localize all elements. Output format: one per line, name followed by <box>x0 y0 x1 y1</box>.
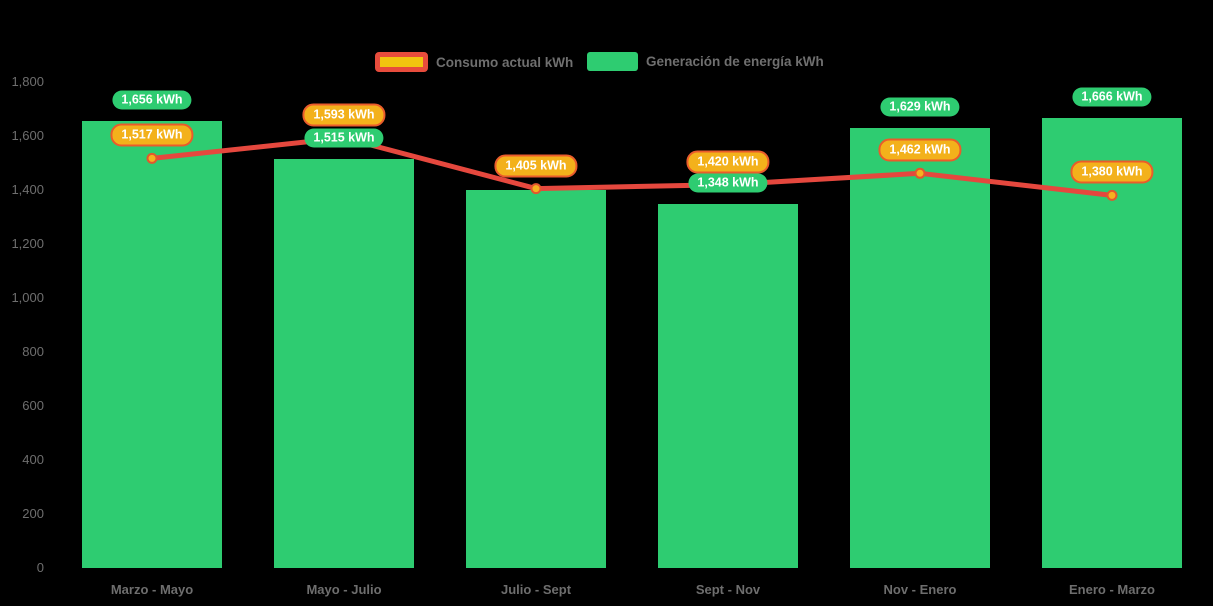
generation-bar[interactable] <box>82 120 222 568</box>
legend-item-generacion-energia[interactable]: Generación de energía kWh <box>587 52 824 71</box>
generation-value-pill: 1,515 kWh <box>304 128 384 148</box>
x-axis-category-label: Marzo - Mayo <box>110 582 194 597</box>
legend-label-generacion: Generación de energía kWh <box>646 54 824 69</box>
y-axis-tick-label: 1,800 <box>11 74 44 89</box>
consumo-legend-swatch-icon <box>375 52 428 72</box>
consumption-point-marker[interactable] <box>146 152 158 164</box>
consumption-value-pill: 1,380 kWh <box>1070 160 1154 184</box>
y-axis-tick-label: 200 <box>22 506 44 521</box>
generation-bar[interactable] <box>658 204 798 568</box>
generation-value-pill: 1,666 kWh <box>1072 87 1152 107</box>
consumption-value-pill: 1,517 kWh <box>110 123 194 147</box>
y-axis-tick-label: 400 <box>22 452 44 467</box>
consumption-point-marker[interactable] <box>1106 189 1118 201</box>
y-axis-tick-label: 800 <box>22 344 44 359</box>
generation-value-pill: 1,348 kWh <box>688 173 768 193</box>
y-axis-tick-label: 600 <box>22 398 44 413</box>
y-axis-tick-label: 0 <box>36 560 44 575</box>
generation-bar[interactable] <box>1042 118 1182 568</box>
y-axis-tick-label: 1,600 <box>11 128 44 143</box>
legend-item-consumo-actual[interactable]: Consumo actual kWh <box>375 52 573 72</box>
generation-bar[interactable] <box>274 158 414 568</box>
consumption-value-pill: 1,420 kWh <box>686 150 770 174</box>
generacion-legend-swatch-icon <box>587 52 638 71</box>
x-axis-category-label: Sept - Nov <box>695 582 761 597</box>
x-axis-category-label: Mayo - Julio <box>306 582 382 597</box>
consumption-point-marker[interactable] <box>530 183 542 195</box>
generation-bar[interactable] <box>850 128 990 568</box>
generation-bar[interactable] <box>466 190 606 568</box>
x-axis-category-label: Nov - Enero <box>883 582 957 597</box>
consumption-point-marker[interactable] <box>914 167 926 179</box>
consumption-value-pill: 1,405 kWh <box>494 154 578 178</box>
generation-value-pill: 1,629 kWh <box>880 97 960 117</box>
y-axis-tick-label: 1,000 <box>11 290 44 305</box>
y-axis-tick-label: 1,400 <box>11 182 44 197</box>
consumption-value-pill: 1,593 kWh <box>302 103 386 127</box>
consumption-value-pill: 1,462 kWh <box>878 138 962 162</box>
y-axis-tick-label: 1,200 <box>11 236 44 251</box>
legend-label-consumo: Consumo actual kWh <box>436 54 574 70</box>
generation-value-pill: 1,656 kWh <box>112 90 192 110</box>
x-axis-category-label: Enero - Marzo <box>1069 582 1155 597</box>
x-axis-category-label: Julio - Sept <box>500 582 572 597</box>
